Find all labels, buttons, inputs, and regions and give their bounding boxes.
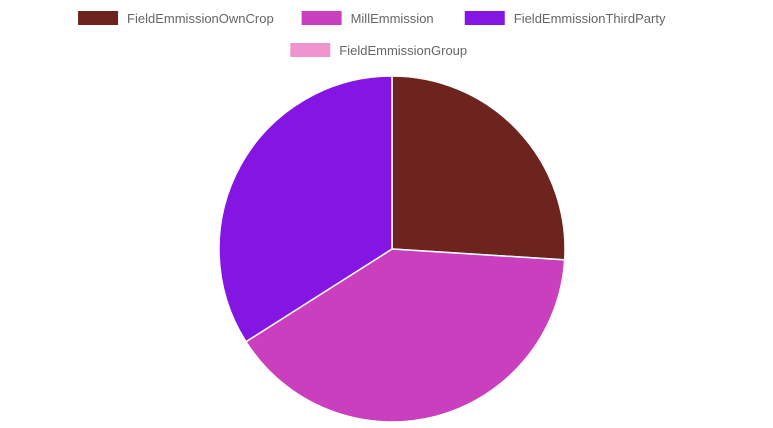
legend-item[interactable]: MillEmmission xyxy=(301,11,434,26)
legend-item[interactable]: FieldEmmissionThirdParty xyxy=(464,11,666,26)
pie-slice[interactable] xyxy=(218,75,393,343)
legend-label: FieldEmmissionThirdParty xyxy=(514,11,666,26)
legend: FieldEmmissionOwnCrop MillEmmission FieldE… xyxy=(78,11,666,58)
legend-swatch xyxy=(464,11,505,25)
legend-item[interactable]: FieldEmmissionOwnCrop xyxy=(78,11,274,26)
pie-slice[interactable] xyxy=(391,75,566,261)
legend-swatch xyxy=(301,11,342,25)
legend-label: FieldEmmissionGroup xyxy=(339,43,467,58)
pie-slice[interactable] xyxy=(244,248,566,423)
legend-swatch xyxy=(78,11,119,25)
legend-label: MillEmmission xyxy=(351,11,434,26)
pie-slices xyxy=(218,75,566,423)
legend-item[interactable]: FieldEmmissionGroup xyxy=(290,43,467,58)
legend-swatch xyxy=(290,43,331,57)
legend-label: FieldEmmissionOwnCrop xyxy=(127,11,274,26)
